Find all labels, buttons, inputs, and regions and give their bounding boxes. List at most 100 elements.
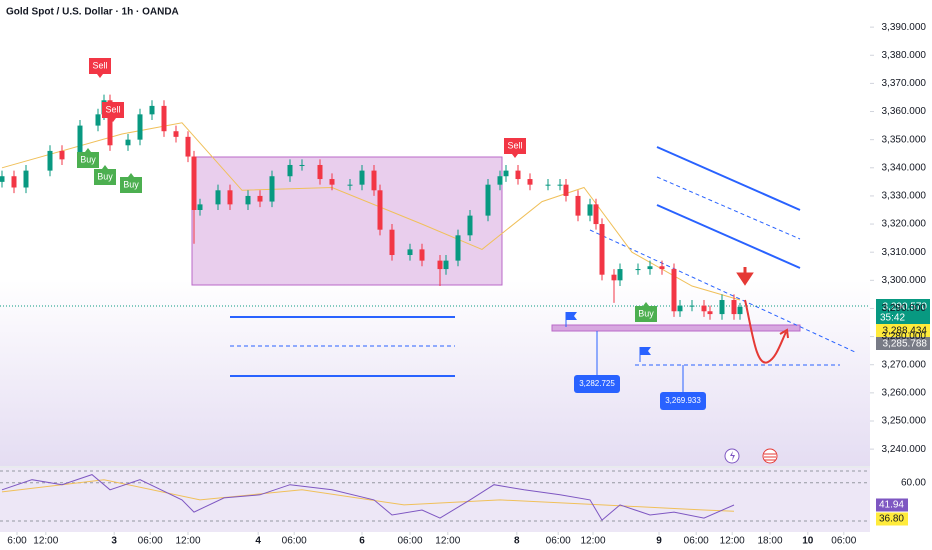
price-tag-label: 3,285.788 — [883, 339, 928, 350]
candle-body — [107, 100, 113, 146]
candle-body — [389, 229, 395, 256]
candle-body — [173, 131, 179, 137]
candle-body — [95, 114, 101, 126]
x-tick-label: 10 — [802, 536, 814, 547]
candle-body — [485, 184, 491, 216]
y-tick-label: 3,290.000 — [882, 303, 927, 314]
candle-body — [359, 170, 365, 185]
pane-shade — [0, 280, 870, 466]
y-tick-label: 3,320.000 — [882, 219, 927, 230]
candle-body — [227, 190, 233, 205]
candle-body — [185, 136, 191, 157]
x-tick-label: 12:00 — [175, 536, 200, 547]
y-tick-label: 3,250.000 — [882, 416, 927, 427]
x-tick-label: 8 — [514, 536, 520, 547]
candle-body — [677, 305, 683, 312]
event-icon-glyph — [730, 451, 735, 461]
rsi-pane — [0, 468, 870, 532]
candle-body — [497, 176, 503, 185]
x-tick-label: 12:00 — [580, 536, 605, 547]
price-tag — [876, 337, 930, 350]
callout-box — [660, 392, 706, 410]
price-axis — [870, 0, 932, 550]
candle-body — [545, 184, 551, 186]
signal-label: Buy — [97, 171, 113, 181]
candle-body — [245, 195, 251, 205]
signal-badge — [89, 58, 111, 78]
support-zone — [551, 324, 801, 332]
candle-body — [647, 266, 653, 270]
y-tick-label: 3,260.000 — [882, 387, 927, 398]
rsi-tick-label: 60.00 — [901, 477, 926, 488]
candle-body — [731, 300, 737, 315]
channel-line — [656, 204, 801, 269]
countdown-label: 35:42 — [880, 313, 905, 324]
candle-body — [59, 150, 65, 160]
price-tag-label: 3,290.570 — [883, 302, 928, 313]
event-icon[interactable] — [762, 448, 778, 464]
candle-body — [557, 184, 563, 186]
candle-body — [455, 235, 461, 261]
candle-body — [215, 190, 221, 205]
candle-body — [563, 184, 569, 196]
candle-body — [719, 300, 725, 315]
callout-box — [574, 375, 620, 393]
candle-body — [587, 204, 593, 216]
rsi-tag-label: 36.80 — [879, 514, 904, 525]
signal-badge — [635, 302, 657, 322]
signal-label: Sell — [507, 140, 522, 150]
signal-label: Sell — [92, 60, 107, 70]
candle-body — [77, 125, 83, 160]
x-tick-label: 12:00 — [435, 536, 460, 547]
chart-title: Gold Spot / U.S. Dollar · 1h · OANDA — [6, 7, 179, 18]
rsi-line — [1, 474, 735, 521]
candle-body — [611, 274, 617, 281]
y-tick-label: 3,240.000 — [882, 444, 927, 455]
x-tick-label: 9 — [656, 536, 662, 547]
signal-badge — [120, 173, 142, 193]
signal-badge — [504, 138, 526, 158]
candle-body — [23, 170, 29, 188]
candle-body — [407, 249, 413, 256]
signal-label: Buy — [80, 154, 96, 164]
price-tag-label: 3,288.434 — [883, 326, 928, 337]
channel-line — [656, 176, 801, 240]
x-tick-label: 12:00 — [720, 536, 745, 547]
down-arrow — [736, 267, 754, 286]
x-tick-label: 12:00 — [33, 536, 58, 547]
candle-body — [371, 170, 377, 191]
y-tick-label: 3,360.000 — [882, 106, 927, 117]
x-tick-label: 06:00 — [282, 536, 307, 547]
y-tick-label: 3,300.000 — [882, 275, 927, 286]
flag — [565, 312, 577, 327]
y-tick-label: 3,390.000 — [882, 22, 927, 33]
candle-body — [659, 266, 665, 270]
y-tick-label: 3,340.000 — [882, 162, 927, 173]
range-box — [191, 156, 503, 286]
signal-label: Buy — [123, 179, 139, 189]
candle-body — [599, 224, 605, 275]
channel-line — [656, 146, 801, 211]
x-tick-label: 06:00 — [138, 536, 163, 547]
signal-label: Sell — [105, 104, 120, 114]
y-tick-label: 3,270.000 — [882, 359, 927, 370]
y-tick-label: 3,280.000 — [882, 331, 927, 342]
candle-body — [287, 164, 293, 177]
candle-body — [593, 204, 599, 225]
x-tick-label: 06:00 — [397, 536, 422, 547]
x-tick-label: 18:00 — [757, 536, 782, 547]
rsi-average — [1, 479, 735, 512]
candle-body — [329, 179, 335, 185]
x-tick-label: 06:00 — [831, 536, 856, 547]
signal-badge — [102, 102, 124, 122]
price-tag — [876, 299, 930, 325]
candle-body — [197, 204, 203, 210]
candle-body — [191, 156, 197, 210]
signal-label: Buy — [638, 308, 654, 318]
candle-body — [161, 105, 167, 132]
x-tick-label: 06:00 — [684, 536, 709, 547]
candle-body — [467, 215, 473, 236]
signal-badge — [77, 148, 99, 168]
candle-body — [47, 150, 53, 171]
